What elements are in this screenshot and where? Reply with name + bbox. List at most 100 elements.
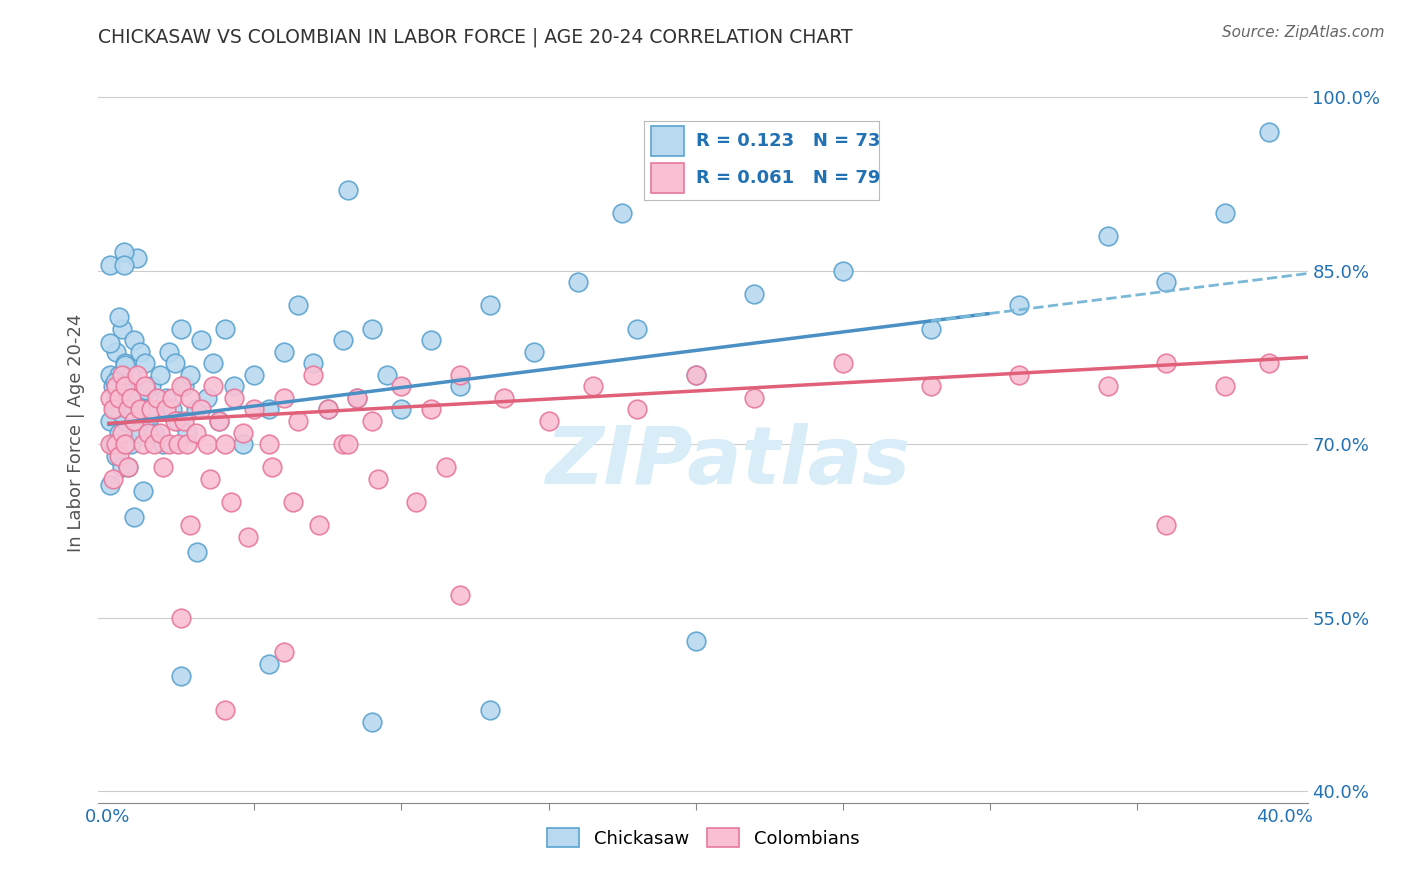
Point — [1258, 125, 1281, 139]
Point — [337, 183, 360, 197]
Point — [152, 437, 174, 451]
Point — [108, 449, 131, 463]
Point — [1156, 356, 1178, 370]
Point — [219, 495, 242, 509]
Point — [478, 298, 501, 312]
Point — [346, 391, 368, 405]
Point — [494, 391, 516, 405]
Point — [208, 414, 231, 428]
Point — [141, 402, 163, 417]
Point — [101, 402, 124, 417]
Point — [257, 657, 280, 671]
Point — [523, 344, 546, 359]
Point — [163, 356, 186, 370]
Point — [1258, 356, 1281, 370]
Point — [200, 472, 222, 486]
Point — [316, 402, 339, 417]
Legend: Chickasaw, Colombians: Chickasaw, Colombians — [537, 819, 869, 856]
Point — [111, 425, 134, 440]
Point — [101, 379, 124, 393]
Point — [173, 379, 195, 393]
Point — [114, 437, 136, 451]
Point — [537, 414, 560, 428]
Point — [449, 379, 471, 393]
Point — [405, 495, 427, 509]
Point — [117, 391, 139, 405]
Point — [166, 414, 188, 428]
Point — [128, 344, 150, 359]
Point — [302, 356, 325, 370]
Point — [155, 391, 177, 405]
Point — [104, 375, 127, 389]
Point — [125, 425, 148, 440]
Point — [160, 391, 183, 405]
Point — [98, 336, 121, 351]
Point — [1156, 275, 1178, 289]
Point — [111, 321, 134, 335]
Point — [120, 391, 142, 405]
Point — [114, 356, 136, 370]
Point — [146, 402, 169, 417]
Point — [141, 379, 163, 393]
Point — [831, 263, 853, 277]
Point — [170, 321, 193, 335]
Point — [214, 321, 236, 335]
Point — [419, 333, 441, 347]
Point — [260, 460, 283, 475]
Point — [449, 588, 471, 602]
Point — [176, 425, 198, 440]
Point — [184, 402, 207, 417]
Point — [114, 359, 136, 373]
Point — [567, 275, 589, 289]
Point — [1097, 229, 1119, 244]
Point — [101, 437, 124, 451]
Point — [98, 391, 121, 405]
FancyBboxPatch shape — [651, 163, 685, 194]
Point — [143, 437, 166, 451]
Point — [195, 437, 218, 451]
Point — [179, 391, 201, 405]
Point — [582, 379, 605, 393]
Point — [125, 368, 148, 382]
Point — [131, 437, 153, 451]
Point — [105, 449, 128, 463]
Point — [257, 402, 280, 417]
Point — [104, 401, 127, 416]
Point — [170, 379, 193, 393]
Point — [302, 368, 325, 382]
Point — [111, 368, 134, 382]
Point — [361, 714, 384, 729]
Text: Source: ZipAtlas.com: Source: ZipAtlas.com — [1222, 25, 1385, 40]
Point — [127, 252, 149, 266]
Point — [98, 368, 121, 382]
Point — [117, 460, 139, 475]
Point — [155, 402, 177, 417]
Point — [186, 545, 208, 559]
Point — [166, 437, 188, 451]
Point — [214, 703, 236, 717]
Point — [143, 425, 166, 440]
Point — [149, 368, 172, 382]
Point — [610, 206, 633, 220]
Point — [184, 425, 207, 440]
Point — [434, 460, 457, 475]
Point — [105, 391, 128, 405]
Point — [108, 368, 131, 382]
Point — [138, 425, 160, 440]
Point — [222, 391, 245, 405]
Point — [111, 379, 134, 393]
Point — [208, 414, 231, 428]
Point — [232, 425, 254, 440]
Point — [337, 437, 360, 451]
Point — [190, 333, 212, 347]
Point — [281, 495, 304, 509]
Point — [117, 460, 139, 475]
Point — [149, 425, 172, 440]
Point — [179, 368, 201, 382]
Point — [831, 356, 853, 370]
Point — [391, 379, 413, 393]
Point — [744, 391, 766, 405]
Point — [152, 460, 174, 475]
Point — [114, 379, 136, 393]
Point — [346, 391, 368, 405]
